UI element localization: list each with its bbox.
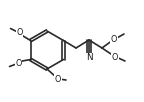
- Text: N: N: [86, 54, 92, 63]
- Text: O: O: [111, 34, 117, 43]
- Text: O: O: [112, 53, 118, 62]
- Text: O: O: [16, 28, 23, 37]
- Text: O: O: [55, 74, 61, 84]
- Text: O: O: [15, 59, 22, 68]
